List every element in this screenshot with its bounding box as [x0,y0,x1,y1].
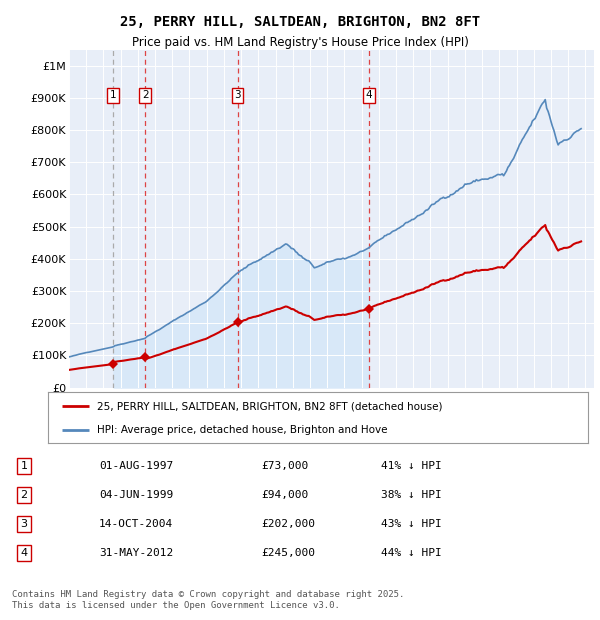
Text: £73,000: £73,000 [261,461,308,471]
Text: £94,000: £94,000 [261,490,308,500]
Text: 41% ↓ HPI: 41% ↓ HPI [381,461,442,471]
Text: 1: 1 [110,91,117,100]
Text: £202,000: £202,000 [261,519,315,529]
Text: 01-AUG-1997: 01-AUG-1997 [99,461,173,471]
Text: 14-OCT-2004: 14-OCT-2004 [99,519,173,529]
Text: Price paid vs. HM Land Registry's House Price Index (HPI): Price paid vs. HM Land Registry's House … [131,36,469,49]
Text: 04-JUN-1999: 04-JUN-1999 [99,490,173,500]
Text: HPI: Average price, detached house, Brighton and Hove: HPI: Average price, detached house, Brig… [97,425,387,435]
Text: 25, PERRY HILL, SALTDEAN, BRIGHTON, BN2 8FT (detached house): 25, PERRY HILL, SALTDEAN, BRIGHTON, BN2 … [97,401,442,411]
Text: 4: 4 [365,91,372,100]
Text: 38% ↓ HPI: 38% ↓ HPI [381,490,442,500]
Text: 4: 4 [20,548,28,558]
Text: 2: 2 [142,91,148,100]
Text: 3: 3 [20,519,28,529]
Text: 31-MAY-2012: 31-MAY-2012 [99,548,173,558]
Text: 1: 1 [20,461,28,471]
Text: Contains HM Land Registry data © Crown copyright and database right 2025.
This d: Contains HM Land Registry data © Crown c… [12,590,404,609]
Text: 44% ↓ HPI: 44% ↓ HPI [381,548,442,558]
Text: 2: 2 [20,490,28,500]
Text: 25, PERRY HILL, SALTDEAN, BRIGHTON, BN2 8FT: 25, PERRY HILL, SALTDEAN, BRIGHTON, BN2 … [120,16,480,30]
Text: 43% ↓ HPI: 43% ↓ HPI [381,519,442,529]
Text: £245,000: £245,000 [261,548,315,558]
Text: 3: 3 [234,91,241,100]
